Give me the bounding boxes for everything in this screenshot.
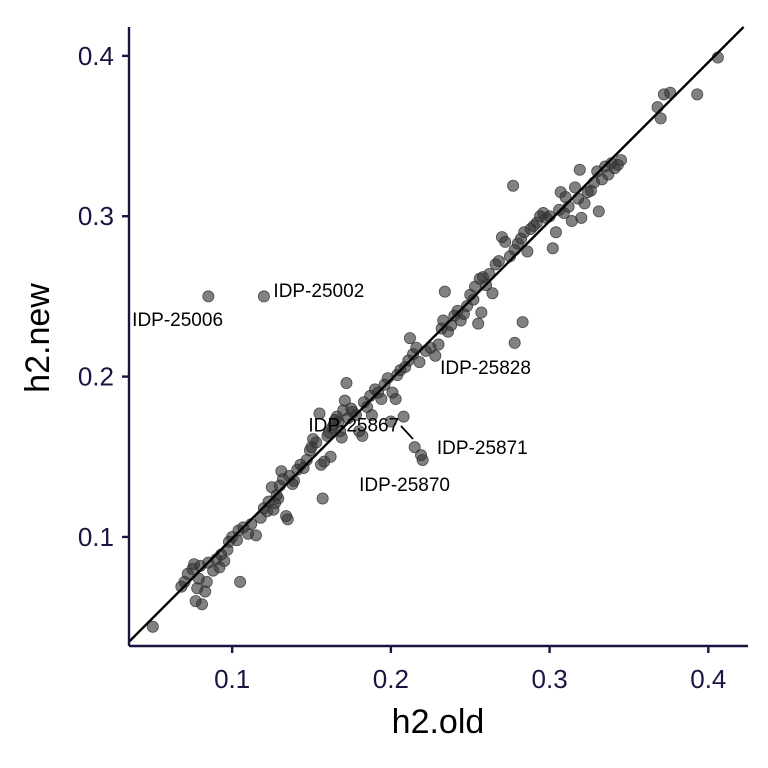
- data-point: [257, 290, 270, 303]
- data-point: [516, 316, 529, 329]
- data-point: [592, 205, 605, 218]
- point-labels: IDP-25002 IDP-25006 IDP-25828 IDP-25867 IDP-…: [132, 281, 531, 496]
- data-point: [316, 492, 329, 505]
- data-point: [568, 181, 581, 194]
- y-tick-label: 0.3: [78, 201, 114, 231]
- data-point: [475, 306, 488, 319]
- point-label: IDP-25870: [359, 475, 450, 496]
- data-points: [146, 51, 724, 633]
- data-point: [549, 226, 562, 239]
- data-point: [575, 211, 588, 224]
- y-tick-label: 0.1: [78, 522, 114, 552]
- point-label: IDP-25871: [437, 438, 528, 459]
- data-point: [429, 349, 442, 362]
- data-point: [340, 377, 353, 390]
- data-point: [578, 197, 591, 210]
- data-point: [335, 431, 348, 444]
- data-point: [324, 450, 337, 463]
- point-label: IDP-25006: [132, 310, 223, 331]
- data-point: [483, 267, 496, 280]
- point-label: IDP-25828: [440, 358, 531, 379]
- data-point: [546, 242, 559, 255]
- data-point: [664, 86, 677, 99]
- data-point: [234, 575, 247, 588]
- point-label: IDP-25002: [273, 281, 364, 302]
- data-point: [492, 255, 505, 268]
- data-point: [389, 393, 402, 406]
- data-point: [397, 410, 410, 423]
- data-point: [467, 293, 480, 306]
- reference-line: [128, 26, 745, 643]
- data-point: [202, 290, 215, 303]
- y-tick-label: 0.4: [78, 41, 114, 71]
- data-point: [365, 409, 378, 422]
- y-axis-ticks: 0.1 0.2 0.3 0.4: [78, 41, 129, 552]
- data-point: [651, 101, 664, 114]
- x-axis-title: h2.old: [392, 703, 485, 741]
- data-point: [403, 332, 416, 345]
- data-point: [356, 429, 369, 442]
- data-point: [338, 394, 351, 407]
- data-point: [499, 235, 512, 248]
- data-point: [313, 407, 326, 420]
- data-point: [375, 393, 388, 406]
- data-point: [218, 555, 231, 568]
- data-point: [416, 453, 429, 466]
- point-label: IDP-25867: [308, 416, 399, 437]
- data-point: [507, 179, 520, 192]
- data-point: [573, 163, 586, 176]
- data-point: [486, 287, 499, 300]
- data-point: [521, 245, 534, 258]
- data-point: [196, 598, 209, 611]
- label-connector-line: [400, 425, 414, 440]
- data-point: [384, 415, 397, 428]
- data-point: [472, 317, 485, 330]
- x-tick-label: 0.2: [373, 664, 409, 694]
- x-tick-label: 0.1: [214, 664, 250, 694]
- data-point: [310, 436, 323, 449]
- data-point: [408, 441, 421, 454]
- data-point: [272, 492, 285, 505]
- data-point: [249, 529, 262, 542]
- y-axis-title: h2.new: [19, 283, 57, 393]
- data-point: [654, 112, 667, 125]
- data-point: [615, 154, 628, 167]
- data-point: [508, 336, 521, 349]
- data-point: [281, 513, 294, 526]
- data-point: [432, 338, 445, 351]
- x-axis-ticks: 0.1 0.2 0.3 0.4: [214, 646, 726, 694]
- data-point: [200, 575, 213, 588]
- data-point: [438, 285, 451, 298]
- data-point: [691, 88, 704, 101]
- y-tick-label: 0.2: [78, 362, 114, 392]
- x-tick-label: 0.3: [532, 664, 568, 694]
- data-point: [413, 356, 426, 369]
- x-tick-label: 0.4: [690, 664, 726, 694]
- data-point: [146, 620, 159, 633]
